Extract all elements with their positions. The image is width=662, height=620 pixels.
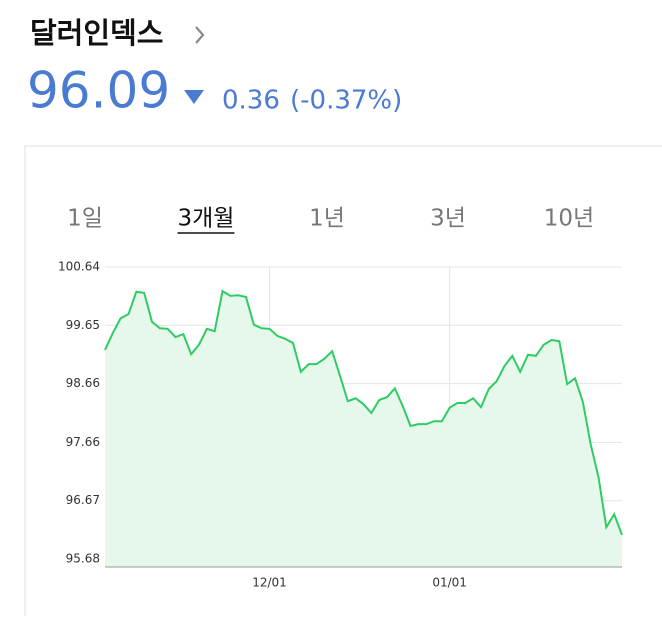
y-tick-label: 95.68 <box>66 552 100 566</box>
chevron[interactable] <box>195 26 205 44</box>
tab[interactable]: 3개월 <box>178 206 235 232</box>
area <box>105 291 622 567</box>
y-tick-label: 98.66 <box>66 376 100 390</box>
tab[interactable]: 10년 <box>544 206 594 232</box>
tab[interactable]: 1일 <box>67 206 103 232</box>
y-tick-label: 96.67 <box>66 493 100 507</box>
x-tick-label: 01/01 <box>432 576 467 590</box>
down-arrow <box>184 90 204 104</box>
y-tick-label: 100.64 <box>58 260 100 274</box>
change: 0.36 <box>222 86 280 116</box>
price: 96.09 <box>27 62 170 120</box>
y-tick-label: 99.65 <box>66 318 100 332</box>
change-percent: (-0.37%) <box>290 86 402 116</box>
tab[interactable]: 1년 <box>309 206 345 232</box>
card-border <box>24 145 662 616</box>
tab[interactable]: 3년 <box>430 206 466 232</box>
title[interactable]: 달러인덱스 <box>30 16 163 50</box>
x-tick-label: 12/01 <box>252 576 287 590</box>
line <box>104 289 623 536</box>
y-tick-label: 97.66 <box>66 435 100 449</box>
